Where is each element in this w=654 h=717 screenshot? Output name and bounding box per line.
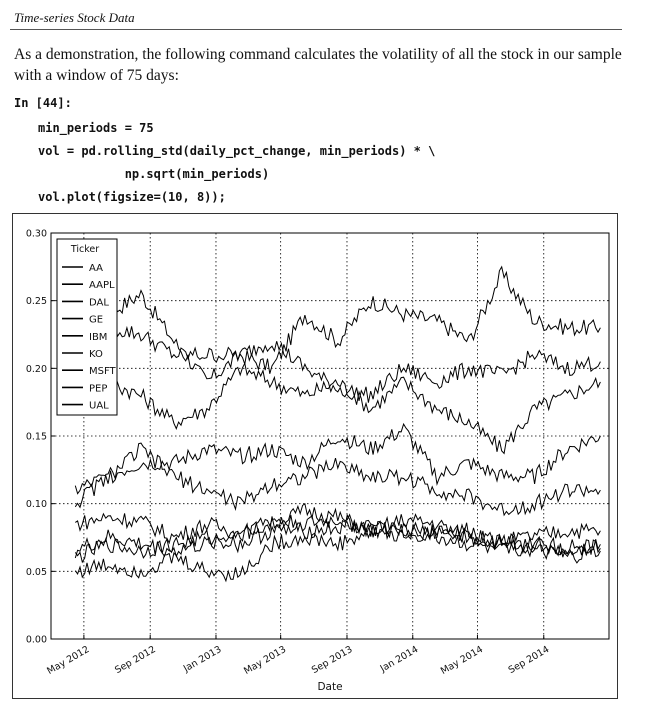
y-tick-label: 0.10 [26, 499, 47, 510]
legend-entry-msft: MSFT [89, 366, 117, 377]
y-tick-label: 0.30 [26, 229, 47, 240]
legend-entry-aa: AA [89, 263, 103, 274]
legend-entry-ual: UAL [89, 401, 109, 412]
code-prompt: In [44]: [14, 96, 72, 110]
code-line-4: vol.plot(figsize=(10, 8)); [38, 190, 226, 204]
y-tick-label: 0.05 [26, 567, 47, 578]
y-tick-label: 0.15 [26, 432, 47, 443]
volatility-chart: 0.00 0.05 0.10 0.15 0.20 0.25 0.30 May 2012 Sep … [26, 229, 610, 693]
x-tick-label: Sep 2013 [310, 644, 355, 676]
legend-box [56, 238, 118, 416]
legend-entry-ko: KO [89, 349, 103, 360]
body-paragraph: As a demonstration, the following comman… [14, 46, 622, 84]
x-tick-label: May 2013 [242, 644, 288, 677]
code-line-3: np.sqrt(min_periods) [38, 167, 270, 181]
series-line-ko [74, 513, 601, 564]
x-tick-label: May 2014 [439, 644, 485, 677]
code-line-1: min_periods = 75 [38, 121, 154, 135]
series-line-ual [74, 422, 601, 495]
x-tick-label: May 2012 [45, 644, 91, 677]
y-tick-label: 0.00 [26, 635, 47, 646]
series-line-ibm [74, 518, 601, 564]
x-axis-label: Date [317, 681, 342, 693]
x-tick-label: Sep 2014 [507, 644, 552, 676]
legend-entry-aapl: AAPL [89, 280, 115, 291]
series-line-msft [74, 442, 601, 517]
x-tick-label: Jan 2014 [378, 644, 421, 675]
series-line-pep [74, 521, 601, 583]
series-line-aa [75, 265, 601, 380]
y-tick-label: 0.20 [26, 364, 47, 375]
series-line-dal [74, 321, 601, 403]
plot-area [50, 232, 610, 640]
header-rule [10, 29, 622, 30]
legend-entry-ibm: IBM [89, 332, 107, 343]
x-tick-label: Jan 2013 [181, 644, 224, 675]
code-line-2: vol = pd.rolling_std(daily_pct_change, m… [38, 144, 436, 158]
x-tick-label: Sep 2012 [113, 644, 158, 676]
volatility-figure: 0.00 0.05 0.10 0.15 0.20 0.25 0.30 May 2012 Sep … [12, 213, 618, 699]
series-line-aapl [74, 361, 601, 455]
legend-entry-pep: PEP [89, 383, 107, 394]
legend-entry-ge: GE [89, 315, 103, 326]
legend-entry-dal: DAL [89, 297, 109, 308]
legend-title: Ticker [70, 244, 99, 255]
y-tick-label: 0.25 [26, 296, 47, 307]
section-header: Time-series Stock Data [14, 10, 135, 25]
